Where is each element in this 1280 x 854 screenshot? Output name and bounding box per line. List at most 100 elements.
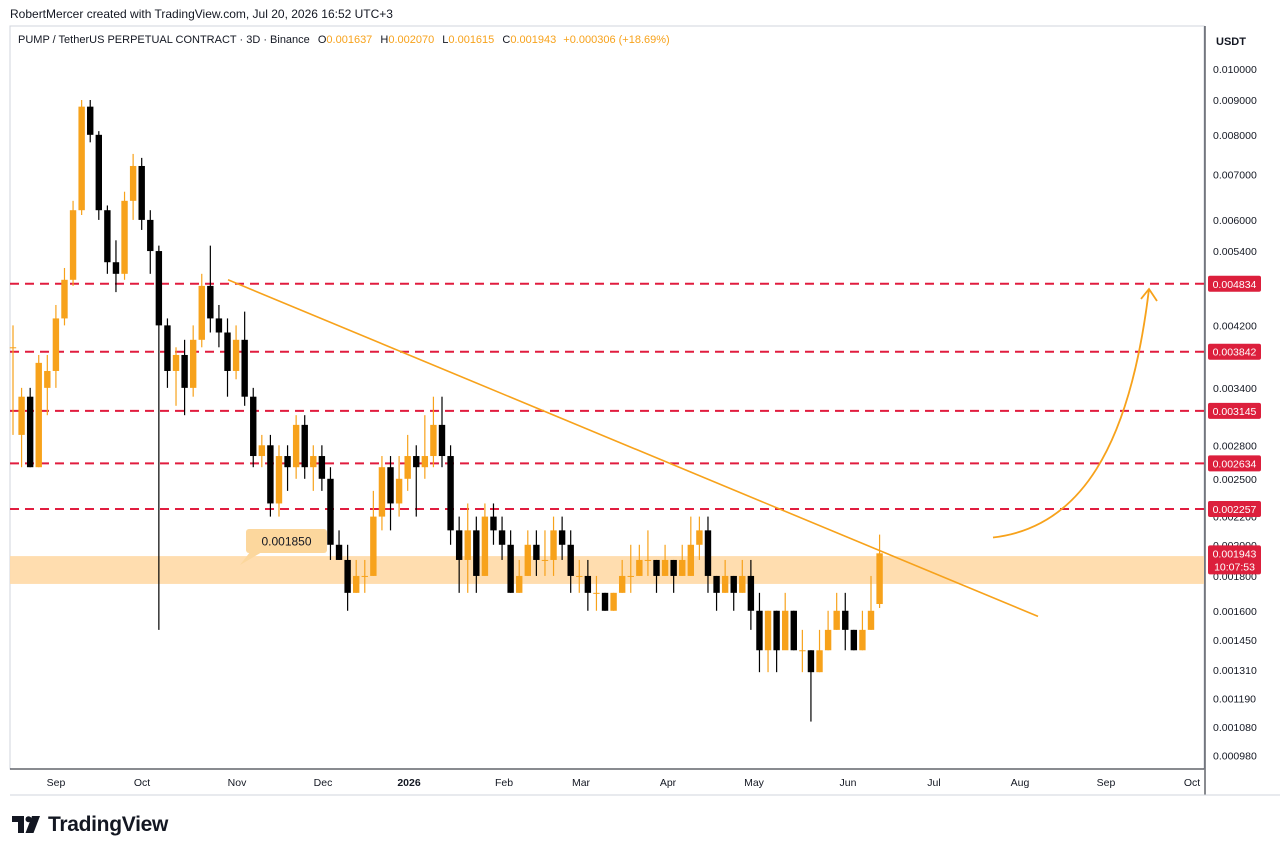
candle-body [842,610,849,630]
candle-body [824,629,832,651]
time-tick-label: Oct [1184,777,1200,789]
current-price-badge [1208,545,1261,575]
zone-callout-pointer [240,552,262,565]
candle-body [747,575,755,611]
candle-body [129,165,137,201]
price-tick-label: 0.005400 [1213,246,1257,258]
price-tick-label: 0.001310 [1213,665,1257,677]
time-tick-label: Jul [927,777,940,789]
change-value: +0.000306 (+18.69%) [563,34,670,46]
candle-body [704,530,712,576]
candle-body [627,575,634,577]
zone-callout-box [246,529,327,553]
candle-body [455,530,463,560]
candle-body [430,424,437,457]
level-price-badge [1208,343,1261,360]
candle-body [258,445,266,457]
candle-body [636,559,643,576]
projection-arrow-head [1140,287,1158,302]
candle-body [413,456,420,468]
level-price-badge-label: 0.002634 [1213,458,1257,470]
candle-body [481,516,489,576]
tradingview-logo-icon [12,816,40,833]
candle-body [764,610,772,651]
candle-body [773,610,780,651]
candle-body [696,530,703,545]
attribution-text: RobertMercer created with TradingView.co… [10,7,393,21]
candle-body [404,456,411,479]
time-tick-label: Feb [495,777,513,789]
horizontal-levels [10,282,1204,511]
candle-body [318,456,326,479]
candle-body [155,251,163,326]
level-price-badge [1208,275,1261,292]
candle-body [284,456,291,468]
price-tick-label: 0.001450 [1213,635,1257,647]
time-axis: Sep Oct Nov Dec 2026 Feb Mar Apr May Jun Jul Aug Sep… [47,777,1201,789]
candle-body [215,318,223,333]
close-value: 0.001943 [510,34,557,46]
candle-body [533,544,540,560]
candle-body [644,559,652,561]
candle-body [524,544,531,576]
candle-body [121,200,128,274]
open-value: 0.001637 [326,34,373,46]
tradingview-logo[interactable]: TradingView [12,813,168,837]
candle-body [464,530,471,560]
candle-body [26,396,34,468]
candle-body [18,396,25,435]
candle-body [713,575,720,593]
drawings [227,279,1158,618]
zone-callout-label: 0.001850 [261,535,311,549]
time-tick-label: Dec [314,777,333,789]
price-tick-label: 0.001190 [1213,693,1256,705]
candle-body [310,456,317,468]
candle-body [387,467,394,504]
open-label: O [317,34,327,46]
price-unit-label[interactable]: USDT [1216,36,1246,48]
candle-body [490,516,497,531]
candle-body [69,210,77,280]
high-value: 0.002070 [388,34,435,46]
candle-body [610,592,617,611]
candle-body [816,650,823,673]
candle-body [833,610,840,630]
bar-countdown-label: 10:07:53 [1214,561,1255,573]
candle-body [516,575,523,593]
candle-body [584,575,592,593]
time-tick-label: Nov [228,777,247,789]
price-tick-label: 0.002500 [1213,474,1257,486]
candle-body [181,354,188,388]
candle-body [353,575,360,593]
candle-body [370,516,377,576]
candle-body [498,530,506,545]
candle-body [421,456,429,468]
candles [9,100,883,722]
candle-body [147,219,154,252]
candle-body [730,575,737,593]
candle-body [593,592,600,594]
candle-body [541,559,549,561]
candle-body [78,106,85,211]
time-tick-label: Aug [1011,777,1030,789]
candle-body [661,559,669,576]
candle-body [601,592,609,611]
time-tick-label: Sep [47,777,66,789]
candle-body [507,544,514,593]
candle-body [859,629,866,651]
candle-body [61,279,68,319]
price-tick-label: 0.001080 [1213,722,1257,734]
price-tick-label: 0.003400 [1213,383,1257,395]
level-price-badge [1208,501,1261,518]
level-price-badge-label: 0.004834 [1213,279,1257,291]
candle-body [44,370,51,388]
candle-body [35,362,42,468]
candle-body [739,575,746,593]
candle-body [224,332,231,371]
candle-body [250,396,257,457]
candle-body [112,262,120,274]
tradingview-logo-text: TradingView [48,813,169,836]
price-tick-label: 0.001600 [1213,606,1257,618]
candle-body [335,544,343,560]
